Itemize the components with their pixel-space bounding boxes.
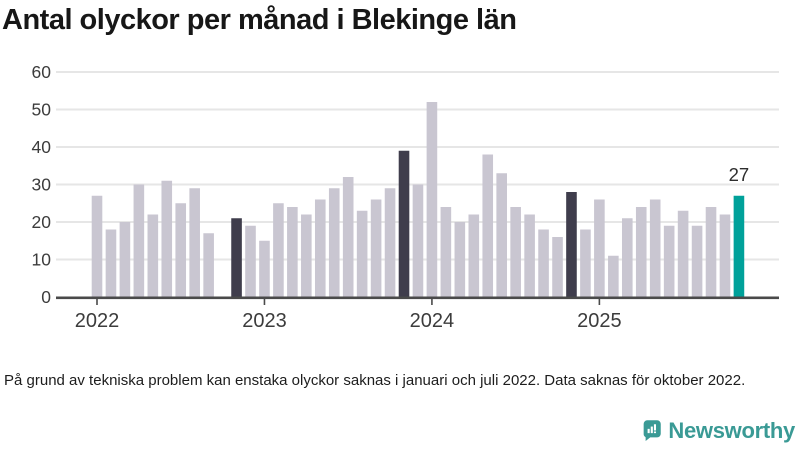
footnote-text: På grund av tekniska problem kan enstaka… <box>4 372 746 389</box>
x-tick-label-2025: 2025 <box>577 310 622 332</box>
bar-2025-06 <box>663 225 675 297</box>
bar-chart-speech-bubble-icon <box>643 420 661 442</box>
x-tick-label-2023: 2023 <box>242 310 287 332</box>
x-axis-line <box>56 296 779 300</box>
bar-2023-07 <box>342 177 354 297</box>
bar-2025-07 <box>677 210 689 297</box>
bar-2022-07 <box>175 203 187 297</box>
bar-2024-09 <box>538 229 549 297</box>
bar-2024-04 <box>468 214 480 297</box>
newsworthy-logo-text: Newsworthy <box>668 417 795 443</box>
chart-title: Antal olyckor per månad i Blekinge län <box>2 4 517 36</box>
bar-2023-01 <box>259 240 270 297</box>
y-tick-label-20: 20 <box>32 212 52 232</box>
bar-2023-12 <box>412 184 424 297</box>
bar-2024-08 <box>524 214 535 297</box>
bar-2024-03 <box>454 222 466 297</box>
bar-2025-10 <box>719 214 731 297</box>
y-tick-label-30: 30 <box>32 175 52 195</box>
bar-2024-01 <box>426 102 438 297</box>
bar-2022-08 <box>189 188 200 297</box>
bar-2022-03 <box>119 222 131 297</box>
bar-2022-06 <box>161 180 173 297</box>
bar-2024-02 <box>440 207 452 297</box>
bar-2023-06 <box>328 188 340 297</box>
bar-2023-11 <box>398 150 410 297</box>
bar-2023-02 <box>273 203 284 297</box>
bar-chart: 0 10 20 30 40 50 60 2022 2023 2024 2025 27 <box>32 62 779 332</box>
bar-2025-03 <box>621 218 633 297</box>
bar-2024-11 <box>566 192 577 297</box>
bar-2023-08 <box>356 210 368 297</box>
bar-2022-11 <box>231 218 242 297</box>
bar-2023-03 <box>287 207 298 297</box>
bar-2024-07 <box>510 207 521 297</box>
bar-2025-08 <box>691 225 703 297</box>
bar-2023-05 <box>314 199 326 297</box>
bar-2022-02 <box>105 229 117 297</box>
bar-2022-09 <box>203 233 214 297</box>
newsworthy-logo[interactable]: Newsworthy <box>643 414 795 447</box>
bar-2022-12 <box>245 225 256 297</box>
bar-2024-10 <box>552 237 563 297</box>
x-tick-label-2022: 2022 <box>75 310 120 332</box>
bar-2025-11 <box>733 195 745 297</box>
bar-2023-09 <box>370 199 382 297</box>
bar-2022-05 <box>147 214 159 297</box>
y-tick-label-50: 50 <box>32 100 52 120</box>
bar-2025-09 <box>705 207 717 297</box>
x-tick-label-2024: 2024 <box>410 310 455 332</box>
y-tick-label-10: 10 <box>32 250 52 270</box>
bar-2022-01 <box>91 195 103 297</box>
bar-2024-12 <box>580 229 591 297</box>
bar-2025-04 <box>635 207 647 297</box>
bar-2025-02 <box>608 255 619 297</box>
y-tick-label-40: 40 <box>32 137 52 157</box>
highlight-value-label: 27 <box>729 164 750 185</box>
bar-2025-05 <box>649 199 661 297</box>
bar-2024-05 <box>482 154 494 297</box>
y-tick-label-60: 60 <box>32 62 52 82</box>
bar-2025-01 <box>594 199 605 297</box>
bar-2023-04 <box>301 214 312 297</box>
bar-2022-04 <box>133 184 145 297</box>
y-tick-label-0: 0 <box>41 287 51 307</box>
bar-2023-10 <box>384 188 396 297</box>
bar-2024-06 <box>496 173 507 297</box>
